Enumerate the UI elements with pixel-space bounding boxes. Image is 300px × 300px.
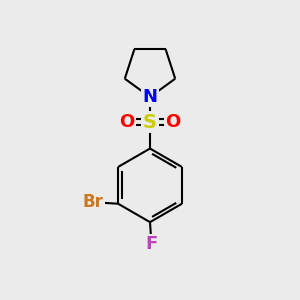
Text: N: N bbox=[142, 88, 158, 106]
Text: F: F bbox=[145, 235, 158, 253]
Text: Br: Br bbox=[83, 193, 104, 211]
Text: O: O bbox=[119, 113, 135, 131]
Text: O: O bbox=[165, 113, 181, 131]
Text: S: S bbox=[143, 112, 157, 131]
